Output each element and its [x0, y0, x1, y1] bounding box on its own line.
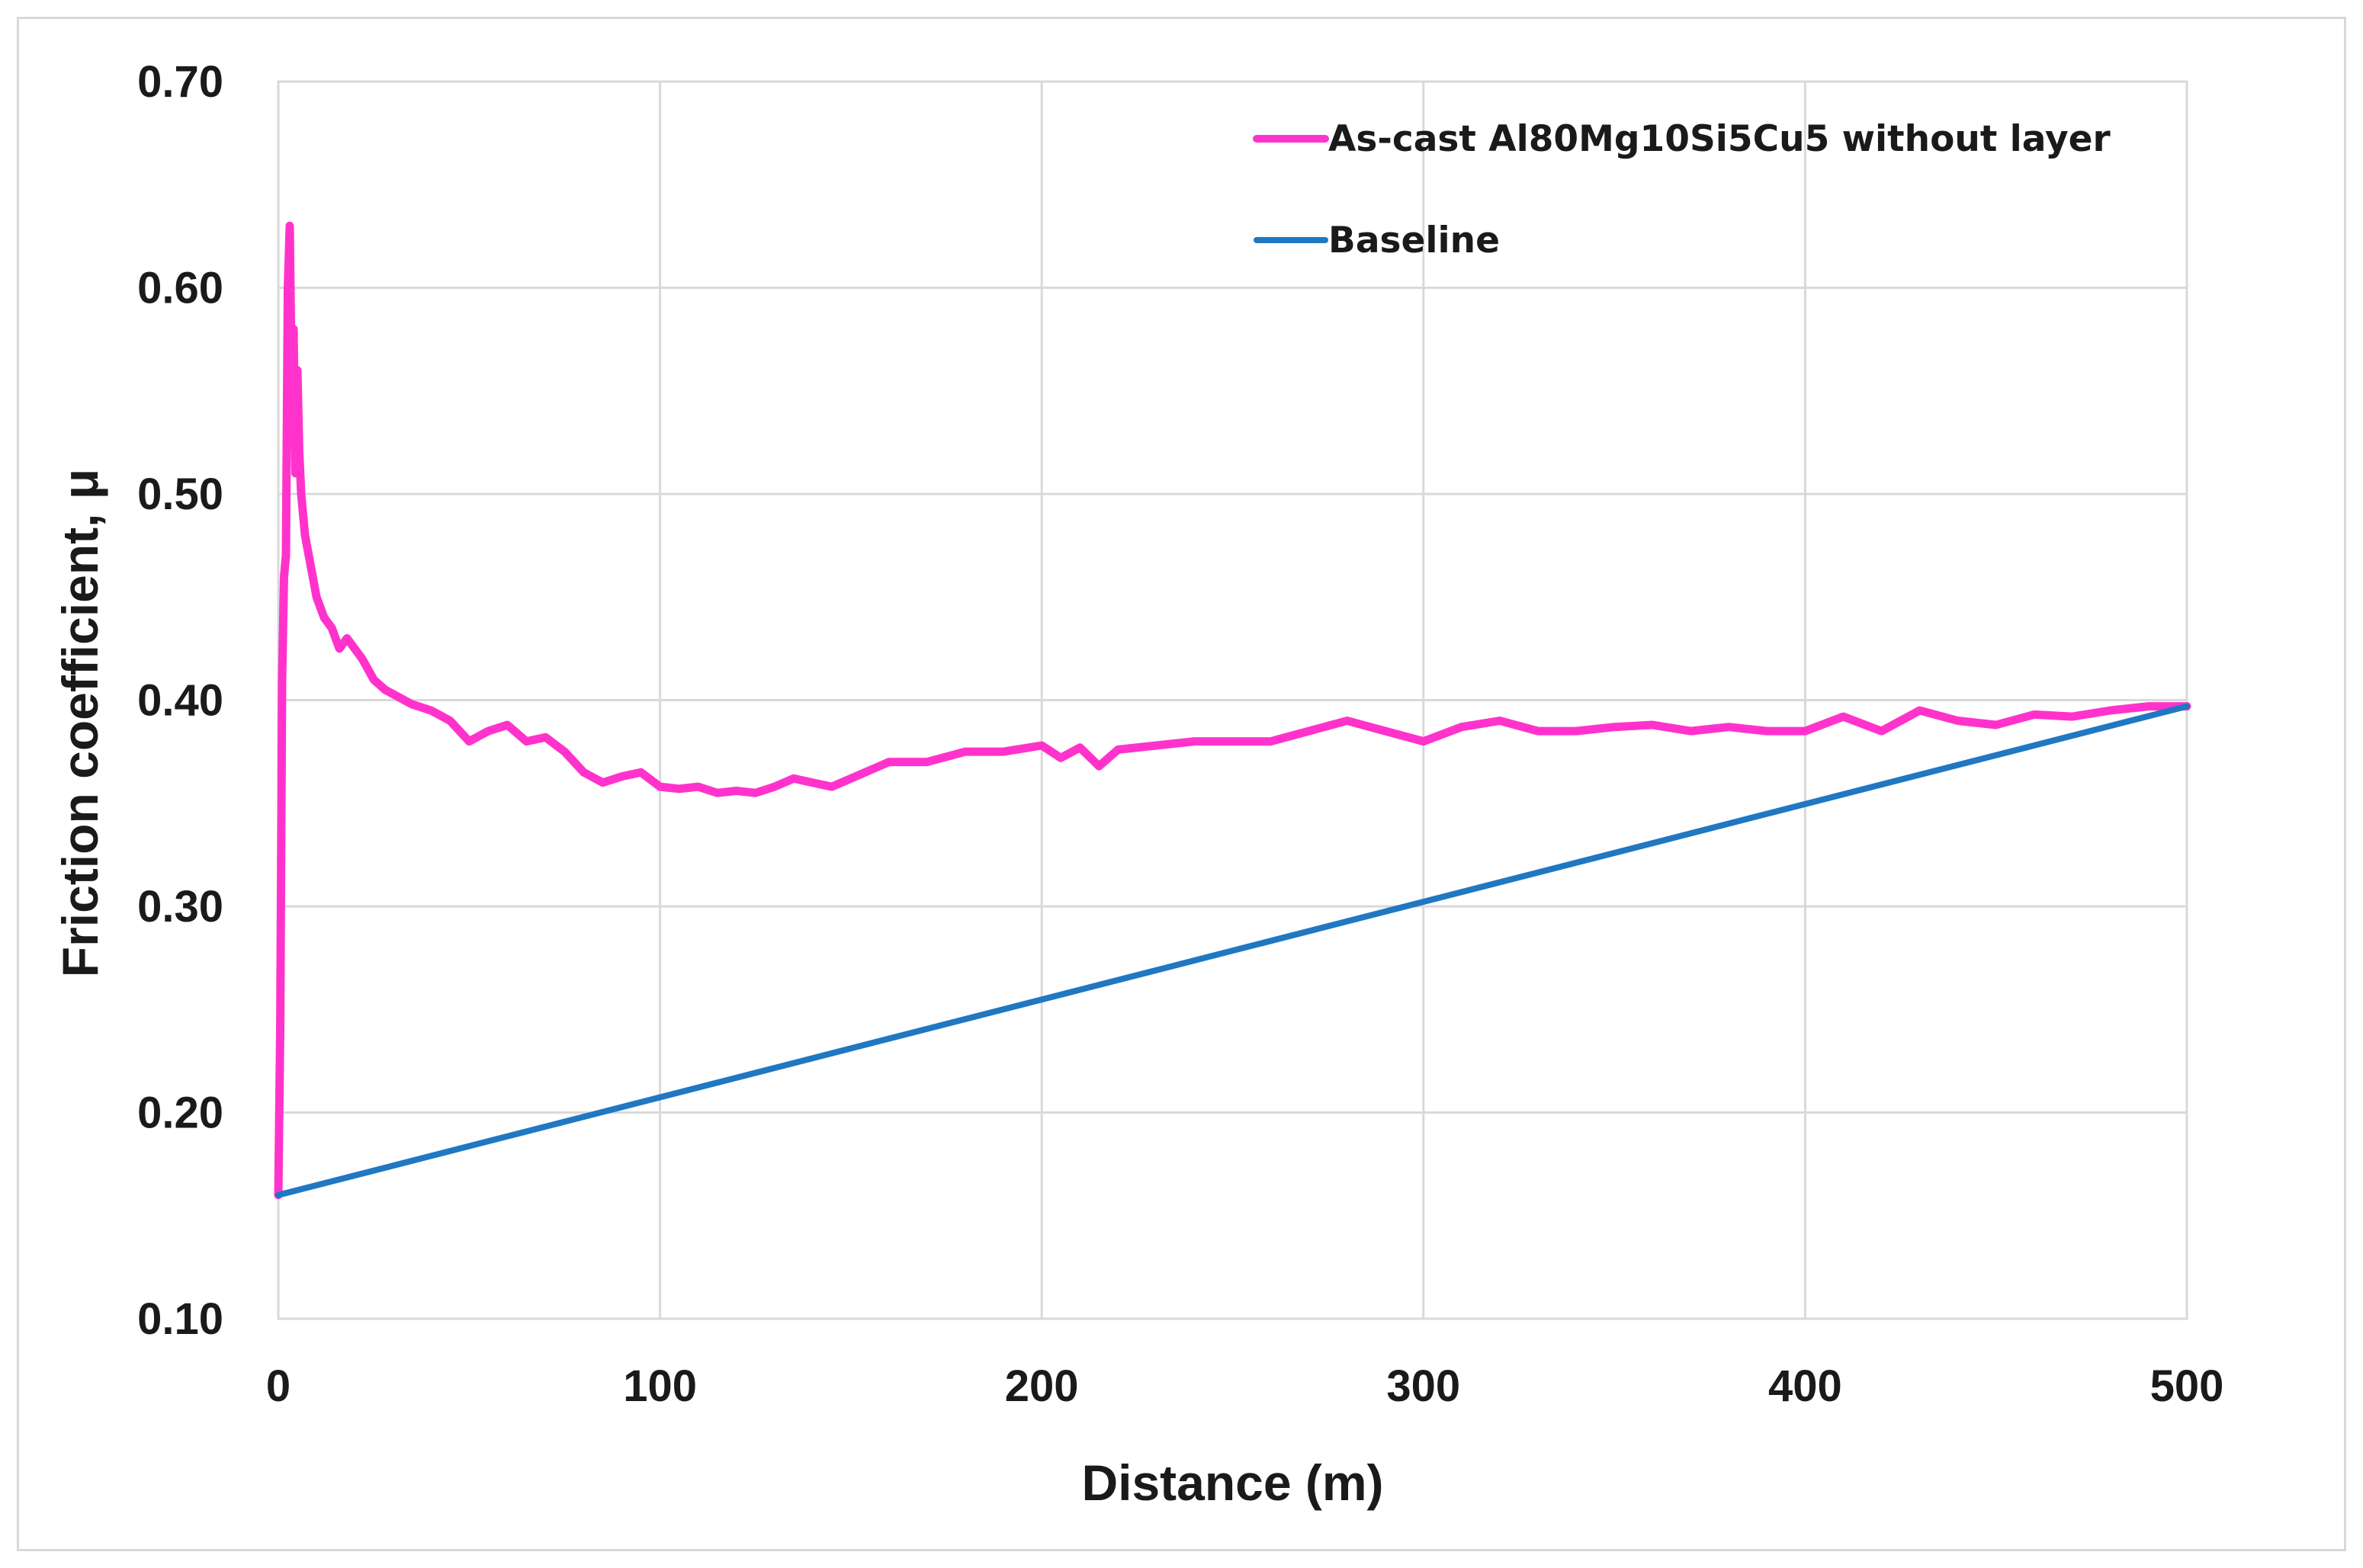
y-tick-label: 0.60: [137, 264, 223, 313]
legend-label-baseline: Baseline: [1328, 220, 1500, 261]
y-tick-label: 0.70: [137, 57, 223, 107]
grid-lines: [277, 80, 2188, 1320]
x-tick-label: 200: [1005, 1361, 1079, 1411]
y-tick-label: 0.50: [137, 470, 223, 519]
x-tick-label: 0: [266, 1361, 291, 1411]
x-tick-label: 500: [2150, 1361, 2224, 1411]
y-tick-label: 0.40: [137, 676, 223, 726]
x-tick-label: 400: [1768, 1361, 1842, 1411]
x-axis-label: Distance (m): [1081, 1454, 1383, 1511]
y-tick-label: 0.20: [137, 1089, 223, 1138]
chart-frame: [17, 17, 2346, 1551]
legend-label-as-cast: As-cast Al80Mg10Si5Cu5 without layer: [1328, 118, 2111, 160]
x-tick-label: 100: [623, 1361, 697, 1411]
y-tick-label: 0.30: [137, 882, 223, 932]
tick-labels: 0.10 0.20 0.30 0.40 0.50 0.60 0.70 0 100 200 300 40…: [137, 57, 2223, 1411]
series-line-as-cast: [274, 221, 2191, 1200]
y-tick-label: 0.10: [137, 1294, 223, 1344]
series-layer: [274, 221, 2191, 1200]
legend: As-cast Al80Mg10Si5Cu5 without layer Bas…: [1253, 118, 2111, 261]
series-line-baseline: [275, 703, 2190, 1198]
y-axis-label: Friction coefficient, μ: [52, 469, 108, 977]
x-tick-label: 300: [1386, 1361, 1460, 1411]
